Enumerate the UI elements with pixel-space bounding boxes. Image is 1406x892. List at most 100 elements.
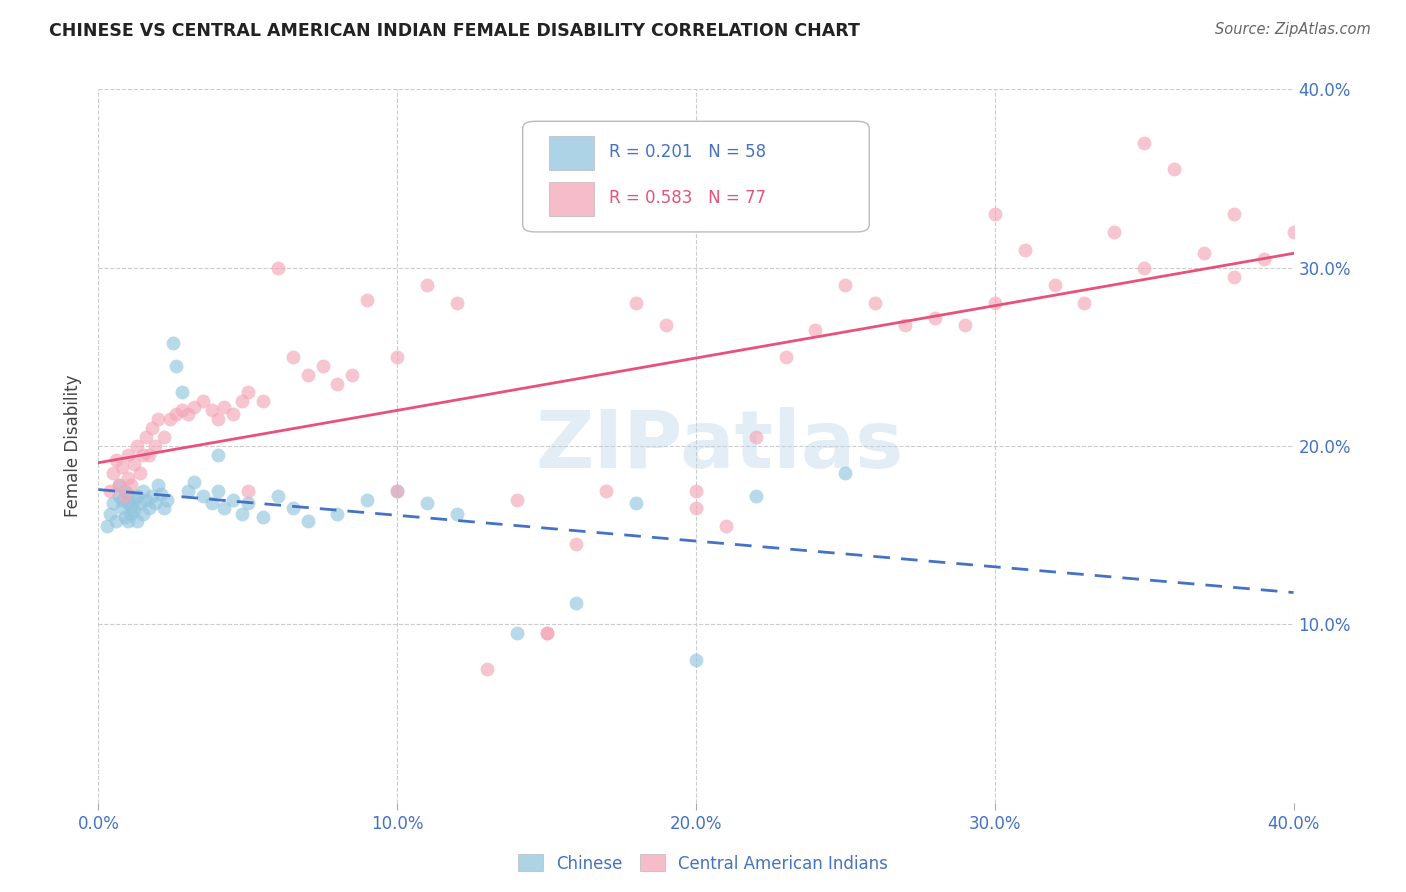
Point	[191, 489, 214, 503]
Point	[124, 492, 146, 507]
Point	[103, 496, 125, 510]
Point	[177, 407, 200, 421]
Point	[536, 626, 558, 640]
FancyBboxPatch shape	[548, 136, 595, 169]
Point	[446, 507, 468, 521]
Point	[191, 394, 214, 409]
Point	[685, 483, 707, 498]
Point	[236, 385, 259, 400]
Point	[326, 376, 349, 391]
Point	[212, 400, 235, 414]
Point	[153, 501, 176, 516]
Point	[745, 489, 768, 503]
Point	[281, 501, 304, 516]
Point	[207, 483, 229, 498]
Point	[117, 496, 139, 510]
Point	[148, 478, 170, 492]
Point	[105, 453, 128, 467]
Point	[953, 318, 976, 332]
Point	[565, 537, 588, 551]
Point	[127, 489, 149, 503]
Text: CHINESE VS CENTRAL AMERICAN INDIAN FEMALE DISABILITY CORRELATION CHART: CHINESE VS CENTRAL AMERICAN INDIAN FEMAL…	[49, 22, 860, 40]
Point	[626, 296, 648, 310]
Point	[626, 496, 648, 510]
Point	[127, 439, 149, 453]
Point	[595, 483, 617, 498]
Point	[108, 478, 131, 492]
Point	[117, 514, 139, 528]
Point	[834, 278, 856, 293]
Point	[536, 626, 558, 640]
Point	[311, 359, 333, 373]
Point	[745, 430, 768, 444]
Point	[129, 466, 152, 480]
Point	[162, 335, 184, 350]
Point	[685, 653, 707, 667]
Point	[385, 483, 409, 498]
Point	[714, 519, 737, 533]
Point	[506, 626, 529, 640]
Point	[984, 296, 1007, 310]
Point	[236, 483, 259, 498]
Point	[267, 489, 290, 503]
Point	[1043, 278, 1066, 293]
Point	[120, 507, 142, 521]
Point	[132, 448, 155, 462]
Point	[201, 496, 224, 510]
Point	[124, 503, 146, 517]
Point	[96, 519, 118, 533]
Point	[1133, 260, 1156, 275]
Point	[1282, 225, 1305, 239]
Point	[1014, 243, 1036, 257]
Point	[201, 403, 224, 417]
Point	[267, 260, 290, 275]
Point	[141, 489, 163, 503]
Point	[135, 492, 157, 507]
Point	[297, 368, 319, 382]
Point	[138, 501, 160, 516]
Point	[252, 510, 274, 524]
Point	[207, 448, 229, 462]
Point	[475, 662, 498, 676]
Point	[108, 489, 131, 503]
Point	[183, 400, 205, 414]
Point	[172, 385, 194, 400]
Point	[222, 492, 245, 507]
Point	[865, 296, 887, 310]
Point	[108, 478, 131, 492]
Point	[281, 350, 304, 364]
Point	[446, 296, 468, 310]
Point	[114, 483, 136, 498]
Point	[326, 507, 349, 521]
Point	[111, 501, 134, 516]
Point	[207, 412, 229, 426]
Text: Source: ZipAtlas.com: Source: ZipAtlas.com	[1215, 22, 1371, 37]
Point	[894, 318, 917, 332]
Point	[172, 403, 194, 417]
Point	[148, 412, 170, 426]
Point	[342, 368, 364, 382]
Point	[153, 430, 176, 444]
Point	[297, 514, 319, 528]
Point	[685, 501, 707, 516]
Point	[132, 483, 155, 498]
Point	[117, 471, 139, 485]
Point	[105, 514, 128, 528]
Y-axis label: Female Disability: Female Disability	[65, 375, 83, 517]
Point	[834, 466, 856, 480]
Point	[103, 466, 125, 480]
Point	[565, 596, 588, 610]
Point	[416, 496, 439, 510]
Point	[1253, 252, 1275, 266]
Point	[1073, 296, 1095, 310]
Point	[156, 492, 179, 507]
Point	[506, 492, 529, 507]
Point	[98, 483, 122, 498]
Point	[114, 510, 136, 524]
Point	[124, 457, 146, 471]
Point	[231, 507, 253, 521]
Point	[356, 492, 378, 507]
Point	[127, 514, 149, 528]
FancyBboxPatch shape	[548, 182, 595, 216]
Point	[120, 478, 142, 492]
